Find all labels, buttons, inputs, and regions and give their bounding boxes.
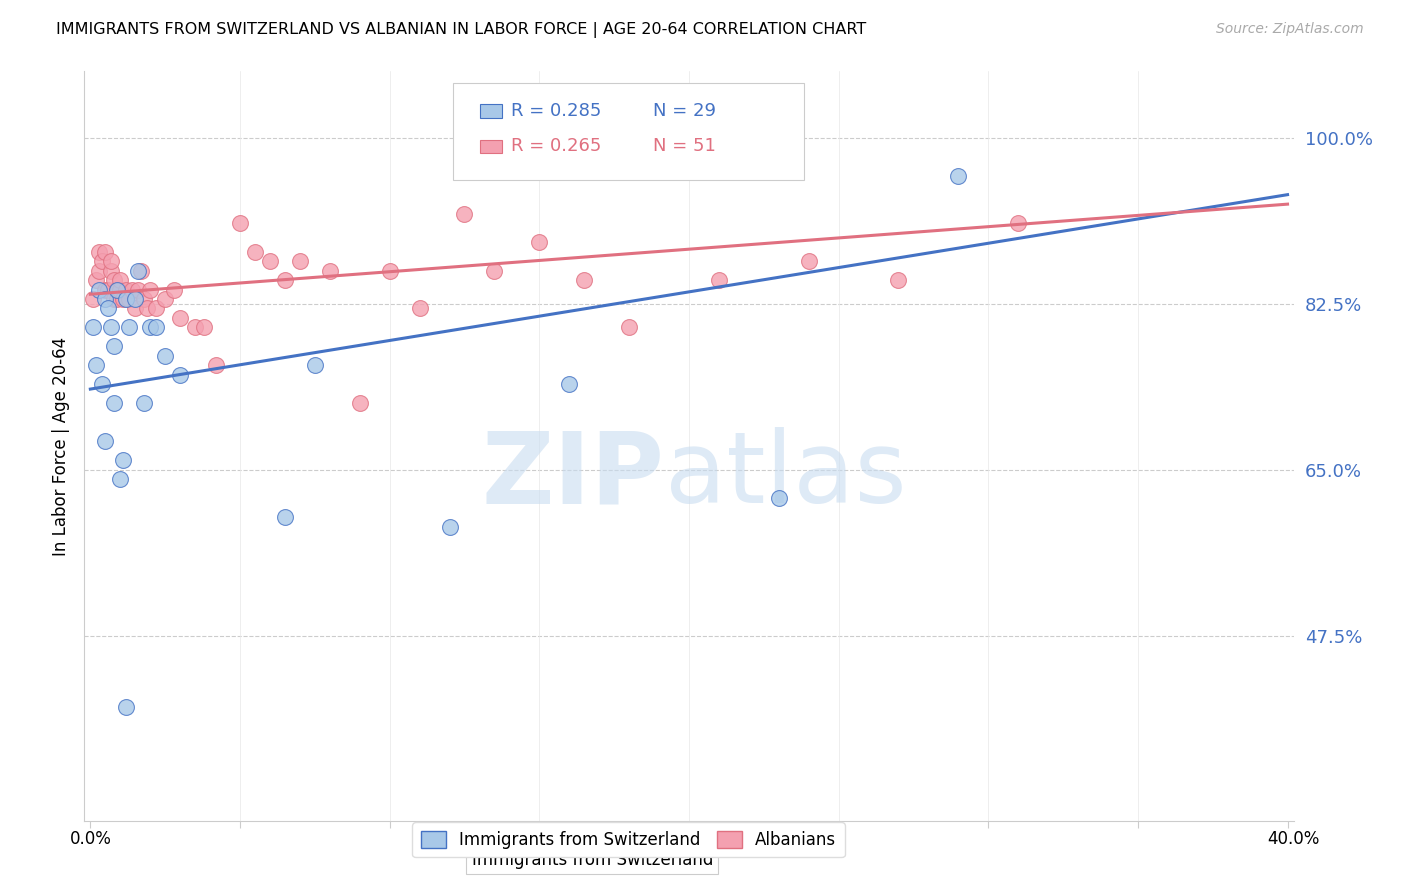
- Point: [288, 254, 311, 268]
- Point: [121, 283, 143, 297]
- Point: [91, 377, 114, 392]
- Point: [349, 396, 371, 410]
- Text: R = 0.285: R = 0.285: [512, 102, 602, 120]
- Point: [617, 320, 640, 334]
- Point: [94, 292, 117, 306]
- Point: [97, 283, 120, 297]
- Point: [112, 292, 135, 306]
- Point: [163, 283, 186, 297]
- Point: [558, 377, 581, 392]
- Text: N = 29: N = 29: [652, 102, 716, 120]
- Point: [127, 263, 149, 277]
- Point: [484, 263, 506, 277]
- Point: [105, 283, 128, 297]
- Point: [82, 320, 104, 334]
- Point: [103, 339, 125, 353]
- Point: [1007, 216, 1029, 230]
- Point: [887, 273, 910, 287]
- Point: [94, 434, 117, 449]
- Point: [94, 244, 117, 259]
- FancyBboxPatch shape: [453, 83, 804, 180]
- Text: atlas: atlas: [665, 427, 907, 524]
- Point: [304, 359, 326, 373]
- Point: [118, 320, 141, 334]
- Point: [259, 254, 281, 268]
- Point: [89, 263, 111, 277]
- Point: [145, 301, 167, 316]
- Point: [110, 472, 132, 486]
- Point: [134, 292, 156, 306]
- Point: [169, 368, 191, 382]
- Text: 0.0%: 0.0%: [69, 830, 111, 848]
- Text: ZIP: ZIP: [482, 427, 665, 524]
- Point: [115, 699, 138, 714]
- FancyBboxPatch shape: [479, 139, 502, 153]
- Legend: Immigrants from Switzerland, Albanians: Immigrants from Switzerland, Albanians: [412, 822, 845, 857]
- Text: IMMIGRANTS FROM SWITZERLAND VS ALBANIAN IN LABOR FORCE | AGE 20-64 CORRELATION C: IMMIGRANTS FROM SWITZERLAND VS ALBANIAN …: [56, 22, 866, 38]
- Point: [378, 263, 401, 277]
- Point: [948, 169, 970, 183]
- Point: [100, 320, 122, 334]
- Text: R = 0.265: R = 0.265: [512, 137, 602, 155]
- Point: [136, 301, 159, 316]
- Point: [129, 263, 152, 277]
- Point: [110, 273, 132, 287]
- Point: [145, 320, 167, 334]
- Point: [797, 254, 820, 268]
- Text: N = 51: N = 51: [652, 137, 716, 155]
- Point: [110, 283, 132, 297]
- Text: 40.0%: 40.0%: [1267, 830, 1320, 848]
- Point: [115, 283, 138, 297]
- Y-axis label: In Labor Force | Age 20-64: In Labor Force | Age 20-64: [52, 336, 70, 556]
- Point: [124, 301, 146, 316]
- FancyBboxPatch shape: [479, 104, 502, 118]
- Point: [97, 301, 120, 316]
- Point: [529, 235, 551, 249]
- Point: [229, 216, 252, 230]
- Point: [91, 254, 114, 268]
- Point: [115, 292, 138, 306]
- Point: [112, 453, 135, 467]
- Point: [89, 244, 111, 259]
- Point: [274, 510, 297, 524]
- Point: [453, 206, 475, 220]
- Point: [768, 491, 790, 505]
- Point: [572, 273, 595, 287]
- Point: [707, 273, 730, 287]
- Text: Source: ZipAtlas.com: Source: ZipAtlas.com: [1216, 22, 1364, 37]
- Point: [127, 283, 149, 297]
- Point: [124, 292, 146, 306]
- Point: [439, 519, 461, 533]
- Point: [139, 283, 162, 297]
- Point: [205, 359, 228, 373]
- Point: [105, 292, 128, 306]
- Point: [86, 273, 108, 287]
- Point: [153, 349, 176, 363]
- Point: [193, 320, 215, 334]
- Point: [118, 292, 141, 306]
- Point: [274, 273, 297, 287]
- Point: [94, 283, 117, 297]
- Point: [100, 263, 122, 277]
- Point: [169, 310, 191, 325]
- Point: [103, 273, 125, 287]
- Point: [408, 301, 430, 316]
- Point: [184, 320, 207, 334]
- Point: [153, 292, 176, 306]
- Text: Immigrants from Switzerland: Immigrants from Switzerland: [471, 851, 713, 869]
- Point: [82, 292, 104, 306]
- Point: [319, 263, 342, 277]
- Point: [243, 244, 266, 259]
- Point: [134, 396, 156, 410]
- Point: [105, 283, 128, 297]
- Point: [139, 320, 162, 334]
- Point: [103, 292, 125, 306]
- Point: [86, 359, 108, 373]
- Point: [103, 396, 125, 410]
- Point: [89, 283, 111, 297]
- Point: [100, 254, 122, 268]
